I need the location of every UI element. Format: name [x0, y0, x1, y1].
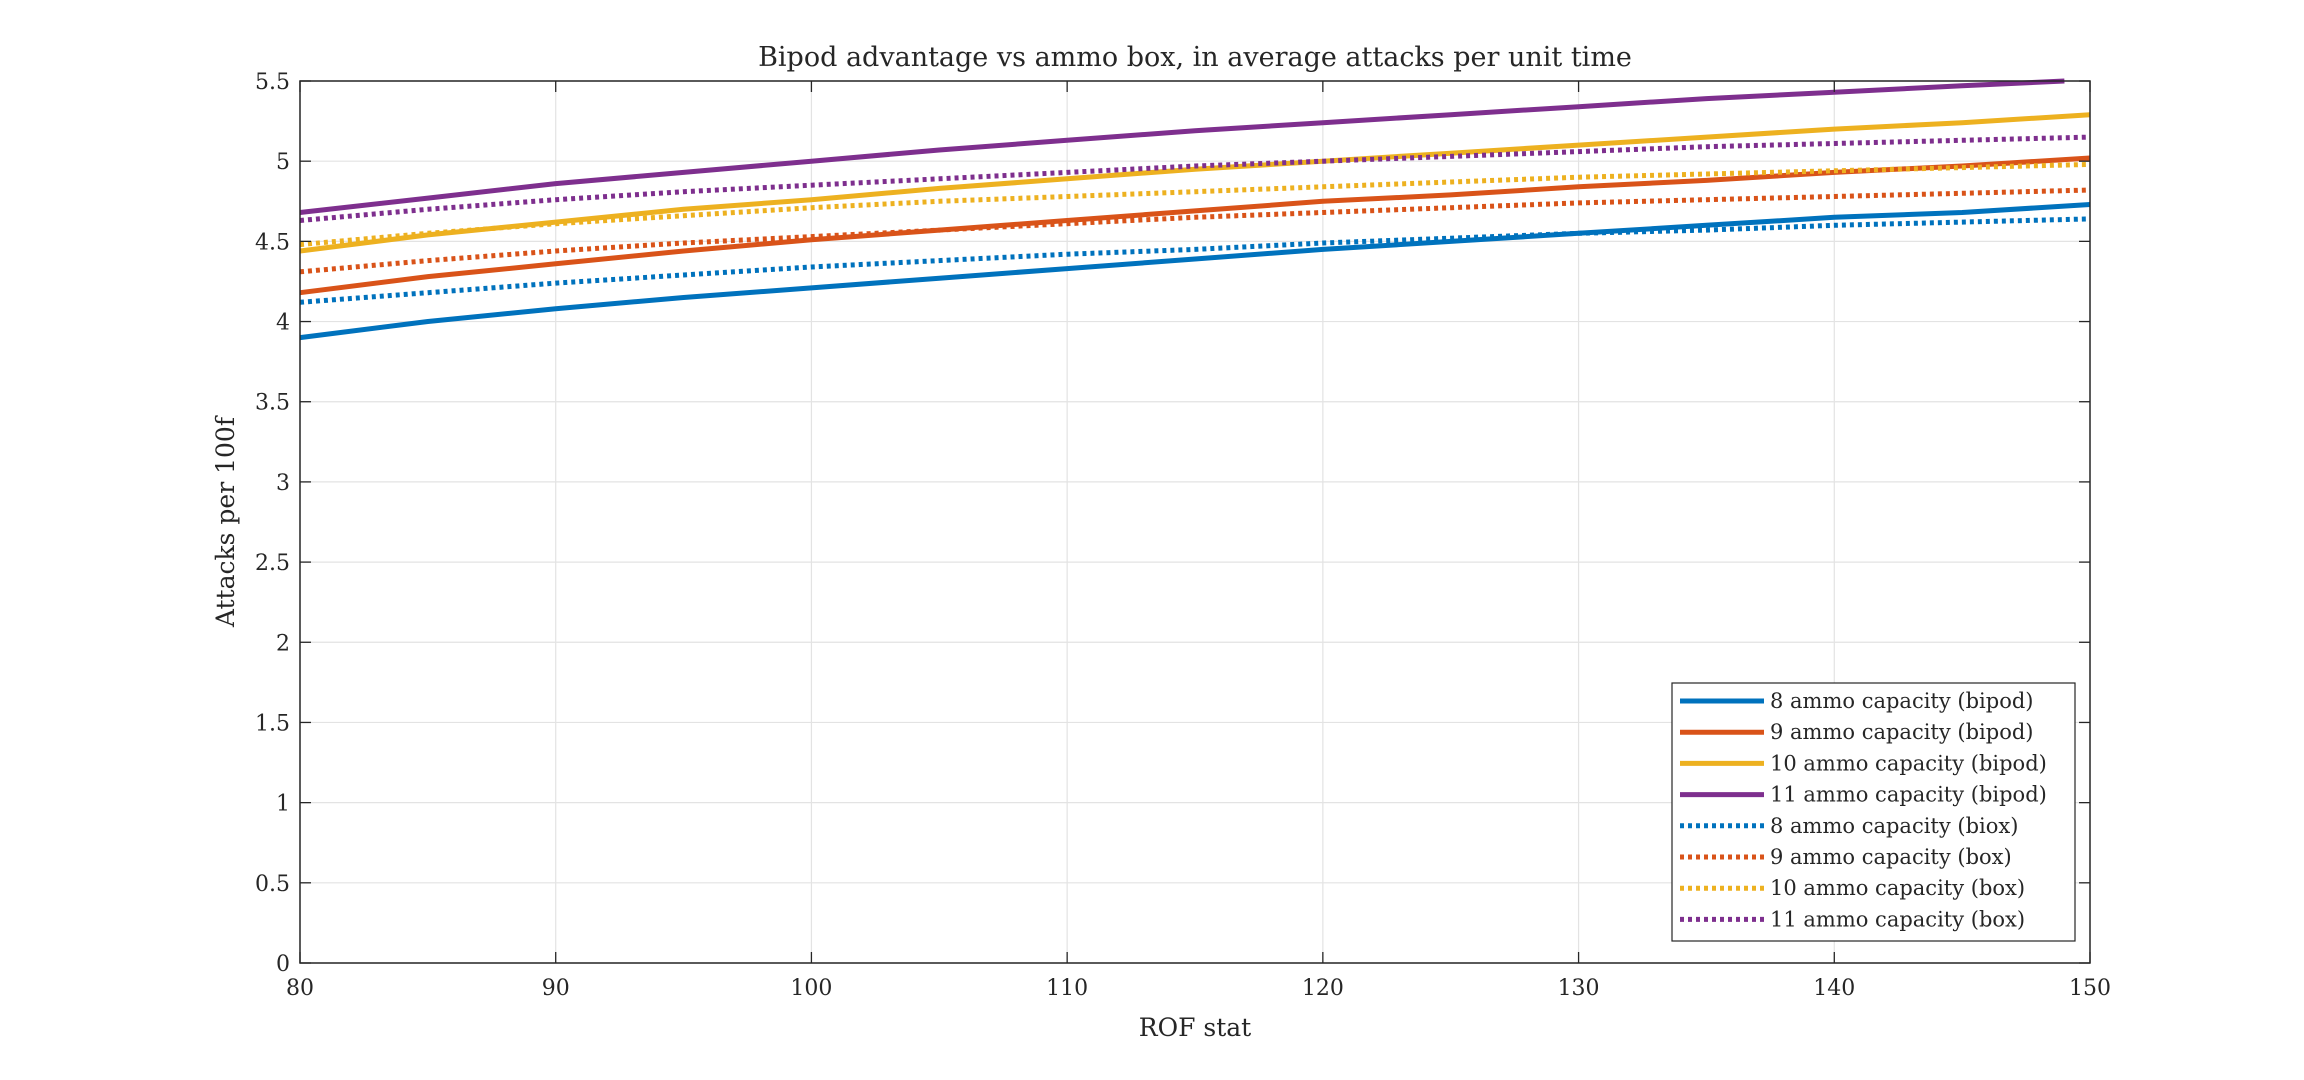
series-line-1	[299, 202, 2091, 341]
x-tick-label: 120	[1302, 976, 1344, 1001]
axis-ticks: 80 90 100 110 120 130 140 150 0 0.5 1 1.5 2 2.5 3 3.5 4 4…	[255, 70, 2111, 1001]
y-axis-label: Attacks per 100f	[211, 415, 240, 628]
x-tick-label: 140	[1813, 976, 1855, 1001]
x-axis-label: ROF stat	[1139, 1013, 1251, 1042]
series-line-3	[299, 112, 2091, 254]
y-tick-label: 3.5	[255, 391, 290, 416]
legend-label-7: 10 ammo capacity (box)	[1770, 876, 2025, 900]
x-tick-label: 150	[2069, 976, 2111, 1001]
legend: 8 ammo capacity (bipod) 9 ammo capacity (…	[1671, 682, 2076, 942]
y-tick-label: 0.5	[255, 872, 290, 897]
y-tick-label: 3	[276, 471, 290, 496]
legend-label-4: 11 ammo capacity (bipod)	[1770, 783, 2047, 807]
x-tick-label: 80	[286, 976, 314, 1001]
y-tick-label: 2.5	[255, 551, 290, 576]
y-tick-label: 4	[276, 311, 290, 336]
legend-label-2: 9 ammo capacity (bipod)	[1770, 720, 2033, 744]
y-tick-label: 5.5	[255, 70, 290, 95]
series-group	[299, 78, 2091, 341]
series-line-6	[299, 187, 2091, 275]
legend-label-5: 8 ammo capacity (biox)	[1770, 814, 2018, 838]
legend-label-6: 9 ammo capacity (box)	[1770, 845, 2012, 869]
legend-label-3: 10 ammo capacity (bipod)	[1770, 751, 2047, 775]
series-line-4	[299, 78, 2065, 215]
y-tick-label: 5	[276, 150, 290, 175]
grid	[299, 80, 2091, 964]
chart-title: Bipod advantage vs ammo box, in average …	[758, 42, 1632, 73]
x-tick-label: 110	[1046, 976, 1088, 1001]
x-tick-label: 130	[1558, 976, 1600, 1001]
x-tick-label: 90	[542, 976, 570, 1001]
plot-area-border	[299, 80, 2091, 964]
legend-box	[1671, 682, 2076, 942]
series-line-5	[299, 216, 2091, 305]
y-tick-label: 4.5	[255, 230, 290, 255]
y-tick-label: 1	[276, 792, 290, 817]
legend-label-1: 8 ammo capacity (bipod)	[1770, 689, 2033, 713]
series-line-2	[299, 155, 2091, 296]
legend-label-8: 11 ammo capacity (box)	[1770, 907, 2025, 931]
series-line-8	[299, 134, 2091, 223]
y-tick-label: 1.5	[255, 711, 290, 736]
y-tick-label: 2	[276, 631, 290, 656]
series-line-7	[299, 161, 2091, 248]
x-tick-label: 100	[790, 976, 832, 1001]
y-tick-label: 0	[276, 952, 290, 977]
